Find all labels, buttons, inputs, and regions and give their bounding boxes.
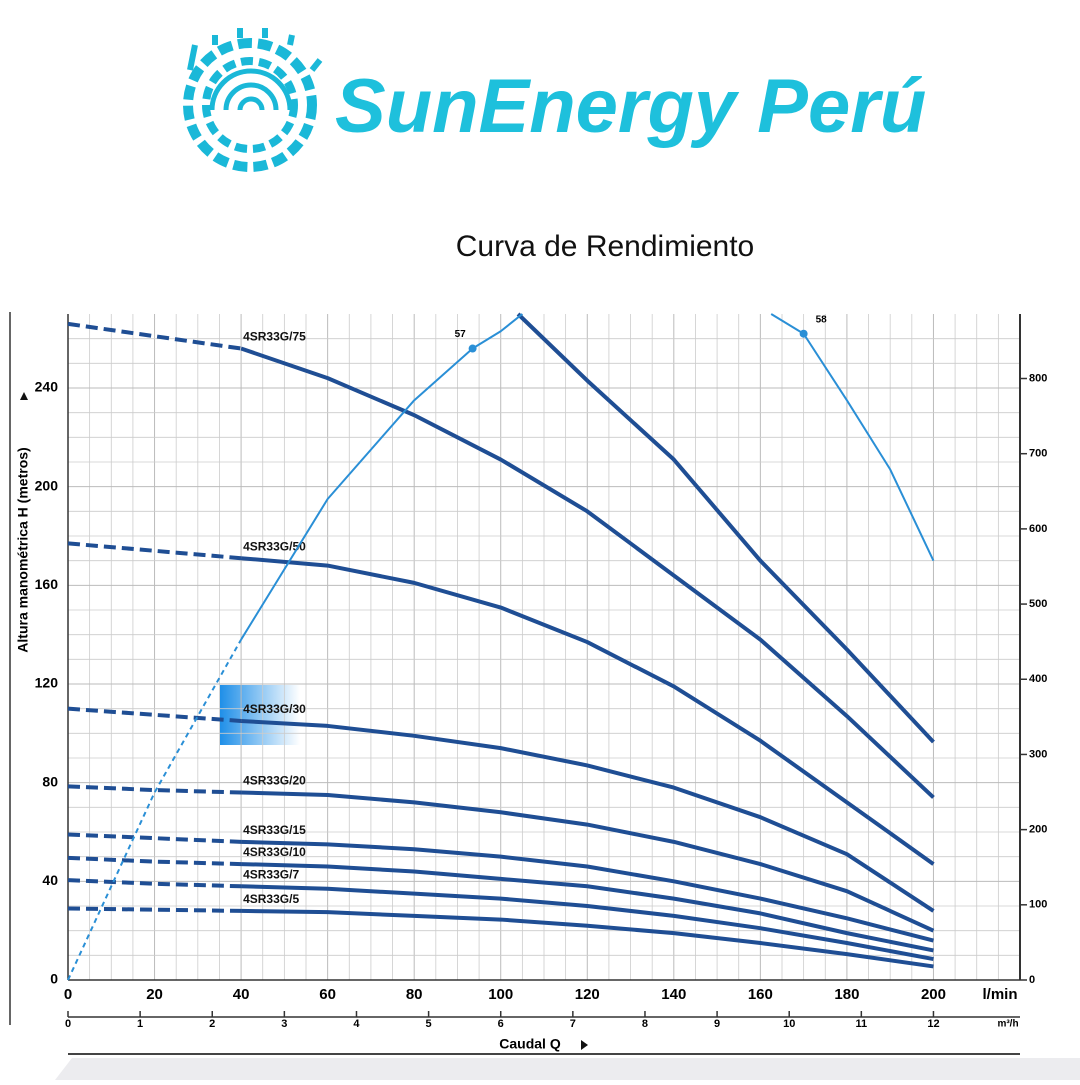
axis-arrow [581, 1040, 588, 1050]
y-tick-label: 80 [42, 773, 58, 789]
x2-unit: m³/h [997, 1019, 1018, 1030]
x2-tick-label: 12 [927, 1018, 939, 1030]
x-axis-label: Caudal Q [499, 1036, 561, 1052]
y-tick-label: 240 [35, 379, 59, 395]
x2-tick-label: 3 [281, 1018, 287, 1030]
logo-icon [183, 28, 323, 172]
x-tick-label: 40 [233, 986, 250, 1003]
x2-tick-label: 2 [209, 1018, 215, 1030]
series-line [67, 878, 242, 889]
point-label: 58 [816, 314, 828, 325]
series-line [67, 784, 242, 795]
series-label: 4SR33G/7 [243, 867, 299, 881]
x2-tick-label: 8 [642, 1018, 648, 1030]
series-line [67, 906, 242, 913]
y2-tick-label: 200 [1029, 824, 1047, 836]
series-line [240, 556, 935, 866]
brand: SunEnergy Perú [335, 64, 926, 149]
point-label: 57 [455, 329, 467, 340]
x-tick-label: 160 [748, 986, 773, 1003]
x2-tick-label: 4 [353, 1018, 360, 1030]
x-tick-label: 140 [661, 986, 686, 1003]
series-line [241, 839, 934, 943]
x2-tick-label: 7 [570, 1018, 576, 1030]
series-line [770, 313, 935, 562]
y2-tick-label: 700 [1029, 448, 1047, 460]
x-tick-label: 120 [575, 986, 600, 1003]
point-marker [799, 329, 808, 338]
x2-tick-label: 1 [137, 1018, 143, 1030]
series-line [241, 862, 934, 953]
x2-tick-label: 10 [783, 1018, 795, 1030]
y2-tick-label: 300 [1029, 748, 1047, 760]
x-tick-label: 20 [146, 986, 163, 1003]
series-label: 4SR33G/75 [243, 330, 306, 344]
y-tick-label: 200 [35, 477, 59, 493]
x-tick-label: 80 [406, 986, 423, 1003]
y2-tick-label: 400 [1029, 673, 1047, 685]
x-tick-label: 0 [64, 986, 72, 1003]
y-tick-label: 160 [35, 576, 59, 592]
series-label: 4SR33G/10 [243, 845, 306, 859]
series-line [67, 321, 242, 351]
y2-tick-label: 500 [1029, 598, 1047, 610]
point-marker [468, 344, 477, 353]
series-line [240, 719, 935, 913]
series-label: 4SR33G/20 [243, 774, 306, 788]
series-line [67, 855, 242, 867]
x-unit: l/min [982, 986, 1017, 1003]
series-label: 4SR33G/5 [243, 892, 299, 906]
footer-band [55, 1058, 1080, 1080]
series-label: 4SR33G/30 [243, 702, 306, 716]
y-axis-label: Altura manométrica H (metros) [15, 447, 31, 652]
y2-tick-label: 600 [1029, 523, 1047, 535]
x-tick-label: 100 [488, 986, 513, 1003]
x2-tick-label: 9 [714, 1018, 720, 1030]
y2-tick-label: 800 [1029, 372, 1047, 384]
series-line [241, 908, 934, 969]
series-line [67, 832, 242, 844]
y-tick-label: 0 [50, 971, 58, 987]
y2-tick-label: 0 [1029, 974, 1035, 986]
series-line [67, 706, 242, 723]
series-line [240, 346, 935, 799]
x2-tick-label: 6 [498, 1018, 504, 1030]
series-line [67, 541, 242, 561]
series-label: 4SR33G/15 [243, 823, 306, 837]
x-tick-label: 60 [319, 986, 336, 1003]
series-label: 4SR33G/50 [243, 539, 306, 553]
x2-tick-label: 0 [65, 1018, 71, 1030]
y-tick-label: 120 [35, 675, 59, 691]
series-line [241, 790, 935, 933]
series-line [240, 313, 523, 641]
x-tick-label: 200 [921, 986, 946, 1003]
x2-tick-label: 11 [856, 1018, 868, 1030]
series-line [241, 884, 934, 961]
x2-tick-label: 5 [426, 1018, 432, 1030]
series-line [516, 312, 935, 744]
axis-arrow [20, 392, 28, 400]
y2-tick-label: 100 [1029, 899, 1047, 911]
chart-title: Curva de Rendimiento [456, 230, 755, 263]
y-tick-label: 40 [42, 872, 58, 888]
highlight [220, 685, 300, 745]
x-tick-label: 180 [834, 986, 859, 1003]
